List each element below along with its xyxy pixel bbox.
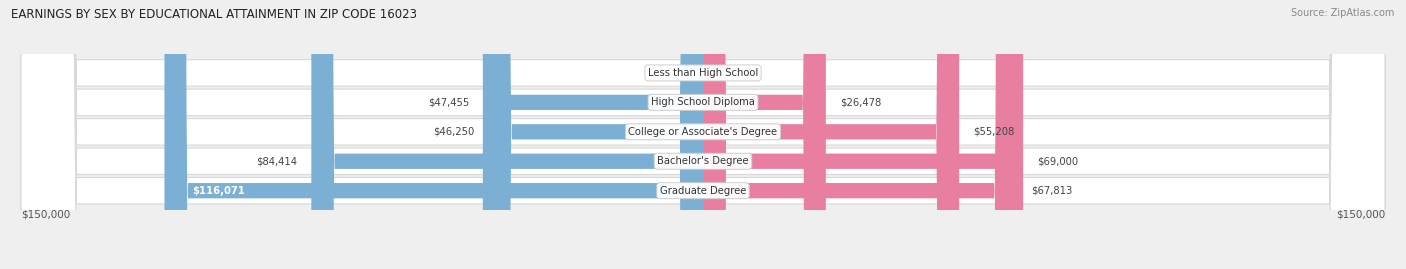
Text: $150,000: $150,000 [21,210,70,220]
FancyBboxPatch shape [21,0,1385,269]
Text: $46,250: $46,250 [433,127,474,137]
FancyBboxPatch shape [21,0,1385,269]
Text: High School Diploma: High School Diploma [651,97,755,107]
FancyBboxPatch shape [21,0,1385,269]
FancyBboxPatch shape [311,0,703,269]
Text: $0: $0 [676,68,689,78]
FancyBboxPatch shape [703,0,959,269]
Text: EARNINGS BY SEX BY EDUCATIONAL ATTAINMENT IN ZIP CODE 16023: EARNINGS BY SEX BY EDUCATIONAL ATTAINMEN… [11,8,418,21]
Text: Bachelor's Degree: Bachelor's Degree [657,156,749,166]
Text: $0: $0 [717,68,730,78]
FancyBboxPatch shape [703,0,1018,269]
FancyBboxPatch shape [488,0,703,269]
Text: Graduate Degree: Graduate Degree [659,186,747,196]
FancyBboxPatch shape [482,0,703,269]
Text: $67,813: $67,813 [1032,186,1073,196]
Text: $69,000: $69,000 [1038,156,1078,166]
Text: $116,071: $116,071 [193,186,245,196]
Text: $55,208: $55,208 [973,127,1014,137]
FancyBboxPatch shape [21,0,1385,269]
Text: $47,455: $47,455 [427,97,468,107]
FancyBboxPatch shape [21,0,1385,269]
Text: Less than High School: Less than High School [648,68,758,78]
Text: $26,478: $26,478 [839,97,882,107]
FancyBboxPatch shape [703,0,1024,269]
Text: $84,414: $84,414 [256,156,298,166]
Text: $150,000: $150,000 [1336,210,1385,220]
Text: Source: ZipAtlas.com: Source: ZipAtlas.com [1291,8,1395,18]
FancyBboxPatch shape [165,0,703,269]
FancyBboxPatch shape [703,0,825,269]
Text: College or Associate's Degree: College or Associate's Degree [628,127,778,137]
